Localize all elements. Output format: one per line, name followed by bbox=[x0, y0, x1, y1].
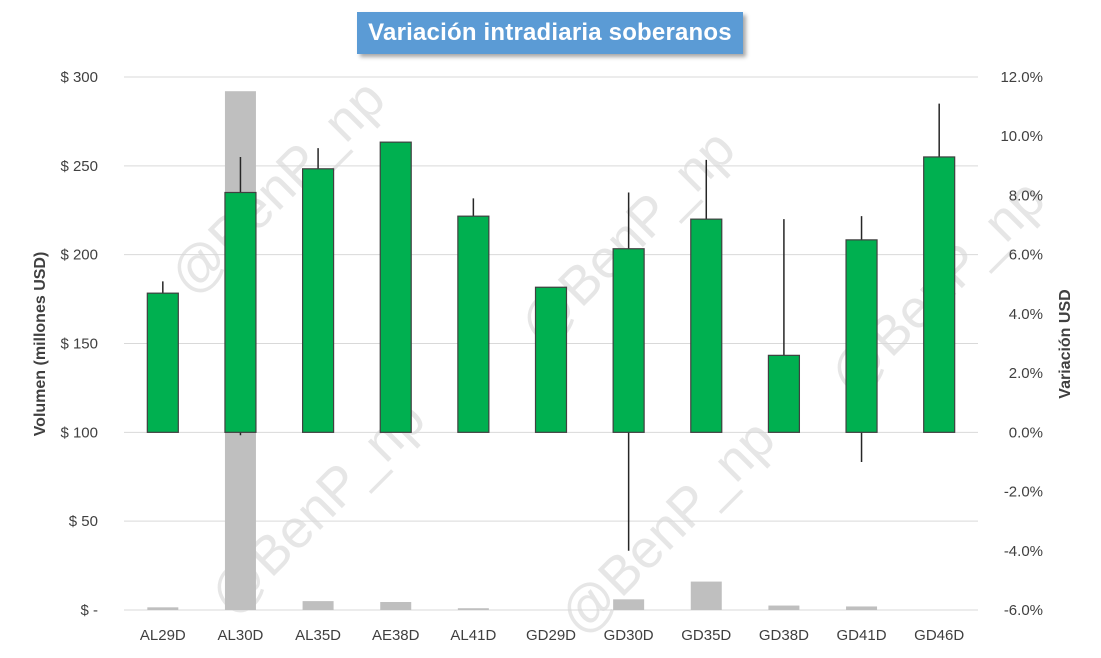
x-tick-label: GD41D bbox=[837, 627, 887, 644]
x-tick-label: GD29D bbox=[526, 627, 576, 644]
chart-title: Variación intradiaria soberanos bbox=[357, 12, 743, 54]
right-axis-ticks: -6.0% -4.0% -2.0% 0.0% 2.0% 4.0% 6.0% 8.0% 10.0%… bbox=[1000, 69, 1043, 619]
left-tick-label: $ 100 bbox=[60, 424, 98, 441]
right-tick-label: 0.0% bbox=[1009, 424, 1043, 441]
variation-candles bbox=[146, 103, 956, 551]
candle-body bbox=[301, 168, 335, 433]
x-tick-label: GD35D bbox=[681, 627, 731, 644]
volume-bar bbox=[302, 601, 334, 610]
x-tick-label: AL29D bbox=[140, 627, 186, 644]
x-axis-ticks: AL29D AL30D AL35D AE38D AL41D GD29D GD30D GD35D… bbox=[140, 627, 964, 644]
left-tick-label: $ 200 bbox=[60, 247, 98, 264]
candle-body bbox=[767, 354, 801, 433]
candle-body bbox=[923, 156, 956, 433]
x-tick-label: GD38D bbox=[759, 627, 809, 644]
x-tick-label: GD46D bbox=[914, 627, 964, 644]
candle-body bbox=[534, 286, 568, 433]
left-tick-label: $ 300 bbox=[60, 69, 98, 86]
left-tick-label: $ - bbox=[80, 602, 98, 619]
x-tick-label: AL41D bbox=[450, 627, 496, 644]
candle-body bbox=[690, 218, 723, 433]
volume-bar bbox=[147, 607, 179, 610]
right-tick-label: 10.0% bbox=[1000, 128, 1043, 145]
candle-body bbox=[845, 239, 878, 433]
right-tick-label: 6.0% bbox=[1009, 247, 1043, 264]
candle-body bbox=[224, 191, 257, 433]
right-tick-label: 12.0% bbox=[1000, 69, 1043, 86]
left-axis-ticks: $ - $ 50 $ 100 $ 150 $ 200 $ 250 $ 300 bbox=[60, 69, 98, 619]
chart-title-text: Variación intradiaria soberanos bbox=[368, 19, 732, 46]
candle-body bbox=[612, 248, 645, 433]
right-tick-label: -2.0% bbox=[1004, 484, 1043, 501]
watermark: @BenP_np@BenP_np@BenP_np@BenP_np@BenP_np bbox=[158, 68, 1056, 646]
left-tick-label: $ 50 bbox=[69, 513, 98, 530]
right-axis-title: Variación USD bbox=[1057, 289, 1074, 398]
watermark-text: @BenP_np bbox=[158, 68, 396, 306]
x-tick-label: AL30D bbox=[218, 627, 264, 644]
candle-body bbox=[457, 215, 490, 433]
x-tick-label: AE38D bbox=[372, 627, 420, 644]
volume-bar bbox=[613, 599, 645, 610]
volume-bar bbox=[457, 608, 489, 610]
right-tick-label: 2.0% bbox=[1009, 365, 1043, 382]
volume-bar bbox=[768, 605, 800, 610]
left-tick-label: $ 250 bbox=[60, 158, 98, 175]
volume-bar bbox=[380, 602, 412, 610]
watermark-text: @BenP_np bbox=[548, 408, 786, 646]
x-tick-label: AL35D bbox=[295, 627, 341, 644]
left-axis-title: Volumen (millones USD) bbox=[32, 252, 49, 437]
x-tick-label: GD30D bbox=[604, 627, 654, 644]
right-tick-label: 4.0% bbox=[1009, 306, 1043, 323]
right-tick-label: 8.0% bbox=[1009, 187, 1043, 204]
left-tick-label: $ 150 bbox=[60, 336, 98, 353]
candle-body bbox=[379, 141, 412, 433]
right-tick-label: -6.0% bbox=[1004, 602, 1043, 619]
volume-bar bbox=[846, 606, 878, 610]
right-tick-label: -4.0% bbox=[1004, 543, 1043, 560]
candle-body bbox=[146, 292, 179, 433]
volume-bar bbox=[690, 581, 722, 610]
